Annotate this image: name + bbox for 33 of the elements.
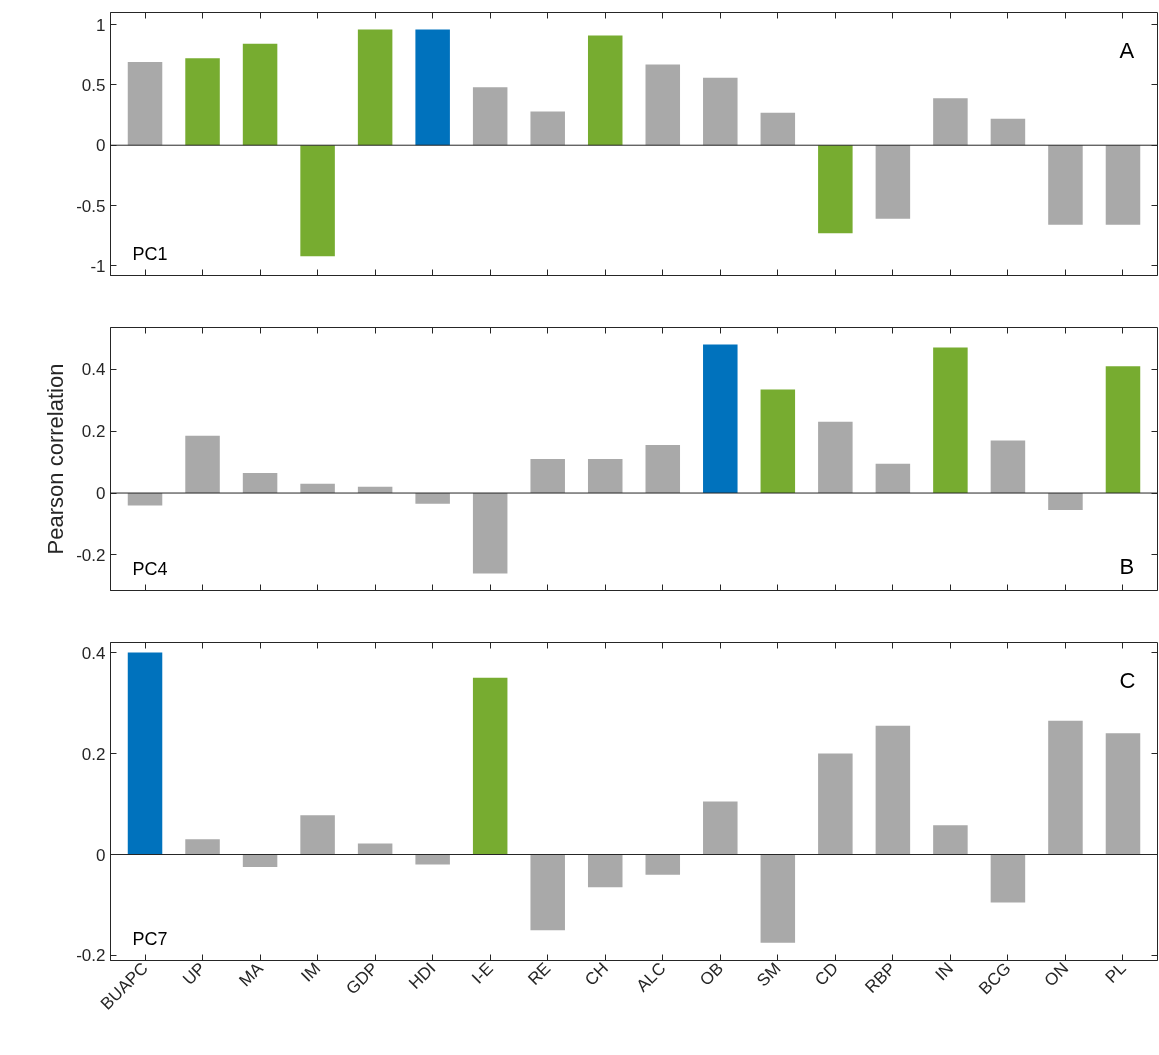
annotation: A <box>1119 37 1135 63</box>
x-tick-label: CH <box>581 958 612 990</box>
annotation: C <box>1119 667 1136 693</box>
x-tick-label: CD <box>811 958 843 990</box>
y-tick-label: 0.5 <box>81 75 106 95</box>
y-tick-label: -0.5 <box>76 196 106 216</box>
x-tick-label: MA <box>235 958 268 991</box>
y-tick-label: 0 <box>96 136 106 156</box>
y-tick-label: 0.4 <box>81 360 106 380</box>
x-tick-label: HDI <box>405 958 440 993</box>
y-tick-label: 0 <box>96 484 106 504</box>
x-tick-label: PL <box>1101 958 1130 987</box>
y-tick-label: 0.4 <box>81 643 106 663</box>
x-tick-label: I-E <box>468 958 497 988</box>
y-tick-label: -0.2 <box>76 946 106 966</box>
y-axis-title: Pearson correlation <box>43 363 69 555</box>
x-tick-label: IM <box>297 958 325 986</box>
y-tick-label: 0.2 <box>81 422 106 442</box>
x-tick-label: UP <box>179 958 210 989</box>
annotation: PC7 <box>132 928 168 949</box>
x-tick-label: ON <box>1040 958 1073 991</box>
x-tick-label: SM <box>753 958 785 991</box>
x-tick-label: RE <box>524 958 555 989</box>
y-tick-label: 0 <box>96 845 106 865</box>
annotation: PC4 <box>132 558 168 579</box>
y-tick-label: 1 <box>96 15 106 35</box>
x-tick-label: IN <box>931 958 958 985</box>
annotation: PC1 <box>132 243 168 264</box>
x-tick-label: OB <box>696 958 728 990</box>
y-tick-label: -0.2 <box>76 545 106 565</box>
y-tick-label: 0.2 <box>81 744 106 764</box>
y-tick-label: -1 <box>90 256 106 276</box>
annotation: B <box>1119 553 1135 579</box>
